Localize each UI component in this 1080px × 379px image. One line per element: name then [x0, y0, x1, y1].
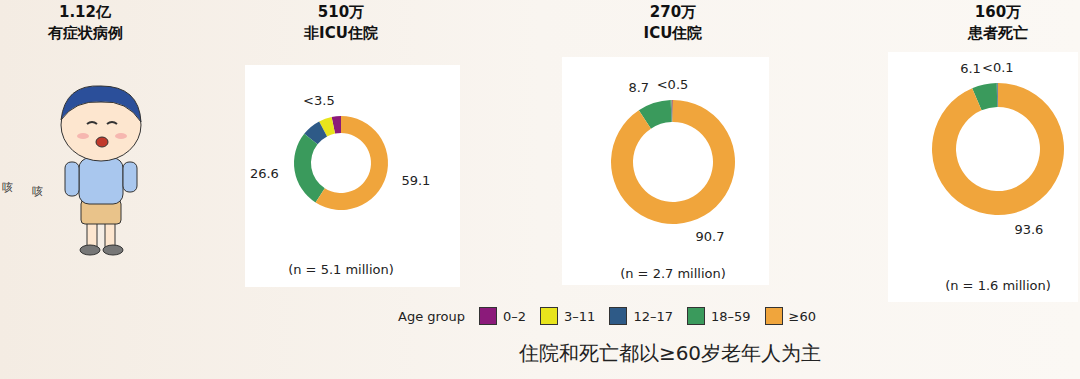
html-text:患者死亡: 患者死亡: [968, 24, 1028, 42]
svg-text:6.1: 6.1: [960, 61, 981, 76]
svg-text:<0.1: <0.1: [982, 60, 1014, 75]
svg-text:<0.5: <0.5: [657, 77, 689, 92]
svg-text:<3.5: <3.5: [303, 93, 335, 108]
html-text:Age group: Age group: [398, 308, 465, 324]
html-text:(n = 2.7 million): (n = 2.7 million): [620, 266, 726, 281]
html-text:住院和死亡都以≥60岁老年人为主: 住院和死亡都以≥60岁老年人为主: [518, 341, 822, 365]
html-text:3–11: 3–11: [564, 308, 596, 324]
html-text:270万: 270万: [649, 3, 697, 21]
html-text:160万: 160万: [974, 3, 1022, 21]
svg-text:59.1: 59.1: [401, 173, 430, 188]
html-text:非ICU住院: 非ICU住院: [304, 24, 378, 42]
svg-text:8.7: 8.7: [628, 80, 649, 95]
svg-text:93.6: 93.6: [1014, 222, 1043, 237]
svg-text:90.7: 90.7: [695, 229, 724, 244]
html-text:12–17: 12–17: [633, 308, 673, 324]
html-text:≥60: ≥60: [788, 308, 816, 324]
html-text:0–2: 0–2: [503, 308, 527, 324]
html-text:咳: 咳: [2, 181, 13, 194]
html-text:(n = 1.6 million): (n = 1.6 million): [945, 278, 1051, 293]
html-text:咳: 咳: [32, 185, 43, 198]
html-text:有症状病例: 有症状病例: [47, 24, 123, 42]
html-text:ICU住院: ICU住院: [643, 24, 703, 42]
html-text:510万: 510万: [317, 3, 365, 21]
svg-text:26.6: 26.6: [250, 166, 279, 181]
html-text:(n = 5.1 million): (n = 5.1 million): [288, 262, 394, 277]
html-text:18–59: 18–59: [711, 308, 751, 324]
html-text:1.12亿: 1.12亿: [59, 3, 111, 21]
